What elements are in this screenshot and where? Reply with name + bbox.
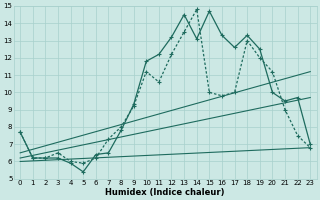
X-axis label: Humidex (Indice chaleur): Humidex (Indice chaleur) — [106, 188, 225, 197]
